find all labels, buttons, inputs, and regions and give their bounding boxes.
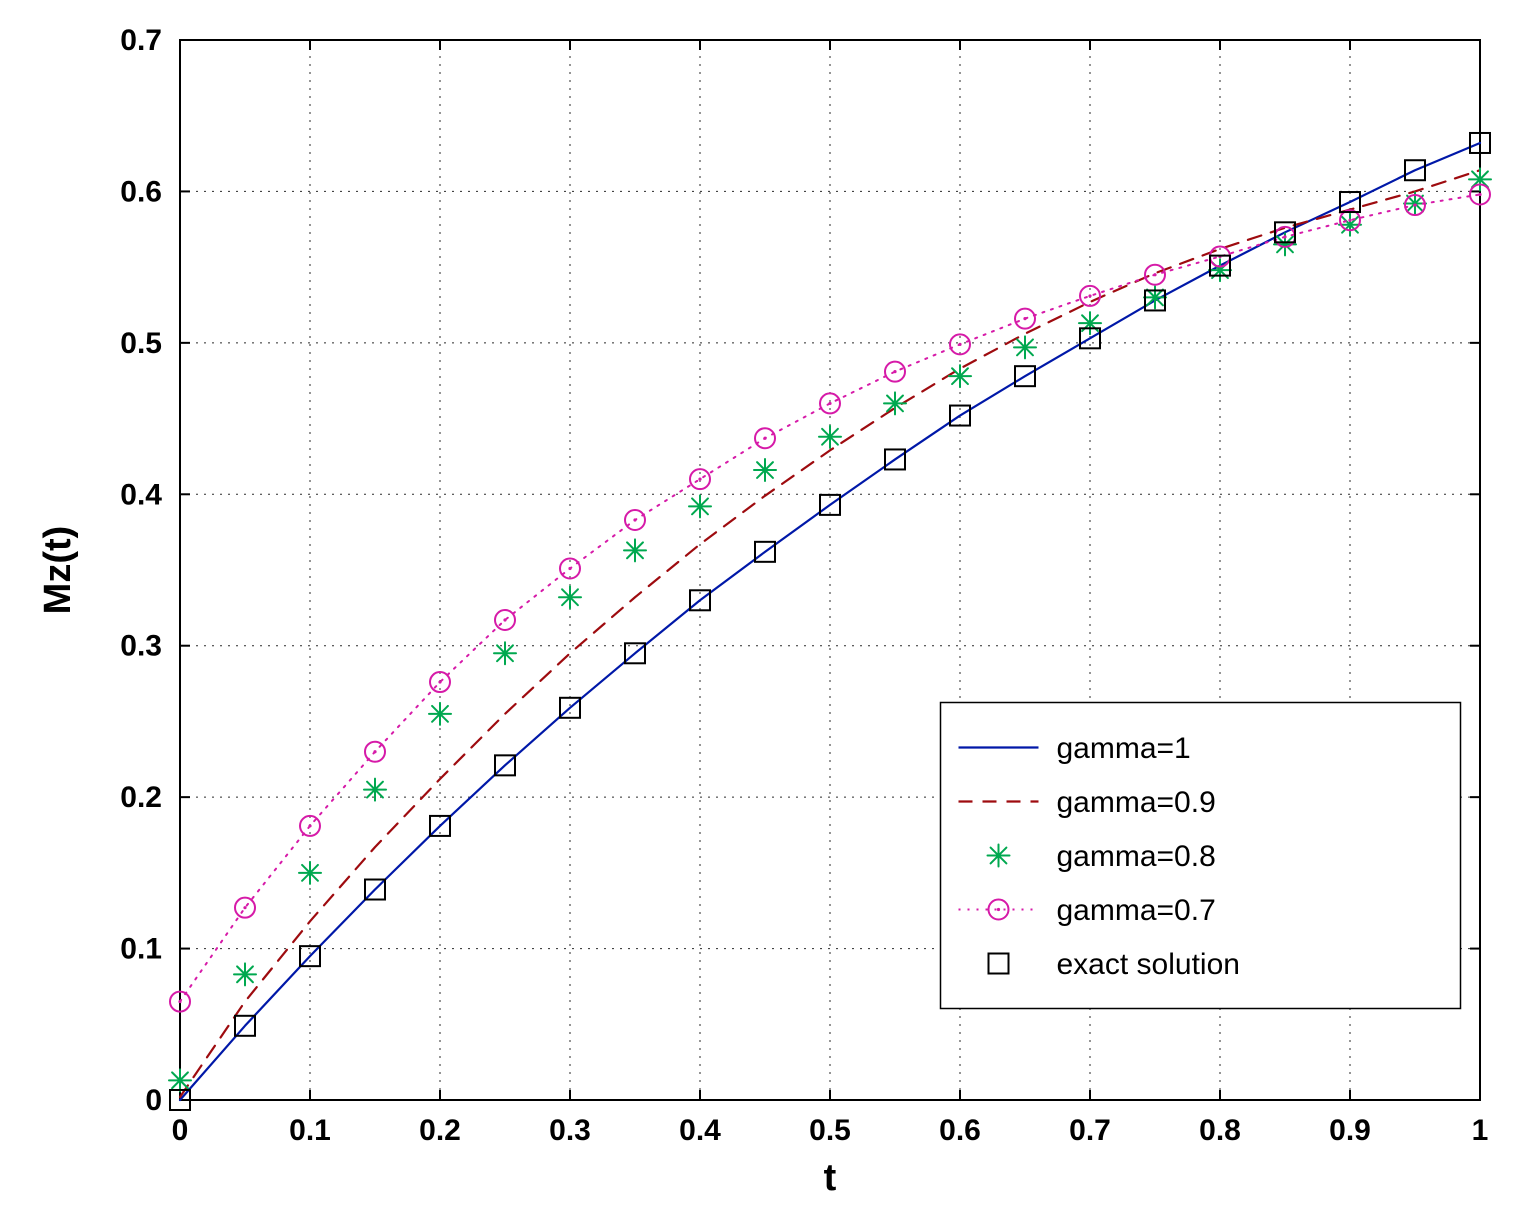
marker-dot [698, 478, 701, 481]
marker-dot [373, 750, 376, 753]
x-tick-label: 0.1 [289, 1114, 331, 1147]
y-tick-label: 0.5 [120, 327, 162, 360]
mz-chart: 0 0.1 0.2 0.3 0.4 0.5 0.6 0.7 0.8 0.9 1 0 0.1 0.2 0.3 0… [0, 0, 1539, 1227]
marker-dot [763, 437, 766, 440]
x-tick-label: 0.5 [809, 1114, 851, 1147]
marker-dot [633, 518, 636, 521]
marker-dot [828, 402, 831, 405]
marker-dot [1413, 203, 1416, 206]
legend-label: gamma=0.8 [1057, 840, 1216, 873]
y-tick-label: 0 [145, 1084, 162, 1117]
y-tick-label: 0.1 [120, 933, 162, 966]
marker-dot [1478, 193, 1481, 196]
marker-dot [893, 370, 896, 373]
marker-dot [568, 567, 571, 570]
legend: gamma=1 gamma=0.9 gamma=0.8 gamma=0.7 exact … [941, 703, 1461, 1009]
y-tick-label: 0.7 [120, 24, 162, 57]
x-tick-label: 0.8 [1199, 1114, 1241, 1147]
x-tick-label: 0.2 [419, 1114, 461, 1147]
marker-dot [958, 343, 961, 346]
marker-dot [503, 618, 506, 621]
legend-label: exact solution [1057, 948, 1240, 981]
legend-label: gamma=0.7 [1057, 894, 1216, 927]
x-tick-label: 0.4 [679, 1114, 721, 1147]
marker-dot [438, 680, 441, 683]
x-tick-label: 1 [1472, 1114, 1489, 1147]
y-tick-label: 0.2 [120, 781, 162, 814]
x-axis-label: t [824, 1157, 837, 1199]
marker-dot [1283, 235, 1286, 238]
legend-label: gamma=0.9 [1057, 786, 1216, 819]
y-tick-label: 0.4 [120, 478, 162, 511]
marker-dot [1023, 317, 1026, 320]
marker-dot [1348, 219, 1351, 222]
y-tick-label: 0.6 [120, 175, 162, 208]
x-tick-label: 0 [172, 1114, 189, 1147]
y-axis-label: Mz(t) [37, 526, 79, 615]
marker-dot [997, 908, 1000, 911]
x-tick-label: 0.7 [1069, 1114, 1111, 1147]
y-tick-label: 0.3 [120, 630, 162, 663]
x-tick-label: 0.3 [549, 1114, 591, 1147]
marker-dot [1088, 294, 1091, 297]
marker-dot [178, 1000, 181, 1003]
marker-dot [308, 824, 311, 827]
marker-dot [1153, 273, 1156, 276]
x-tick-label: 0.9 [1329, 1114, 1371, 1147]
chart-container: 0 0.1 0.2 0.3 0.4 0.5 0.6 0.7 0.8 0.9 1 0 0.1 0.2 0.3 0… [0, 0, 1539, 1227]
marker-dot [243, 906, 246, 909]
legend-label: gamma=1 [1057, 732, 1191, 765]
x-tick-label: 0.6 [939, 1114, 981, 1147]
